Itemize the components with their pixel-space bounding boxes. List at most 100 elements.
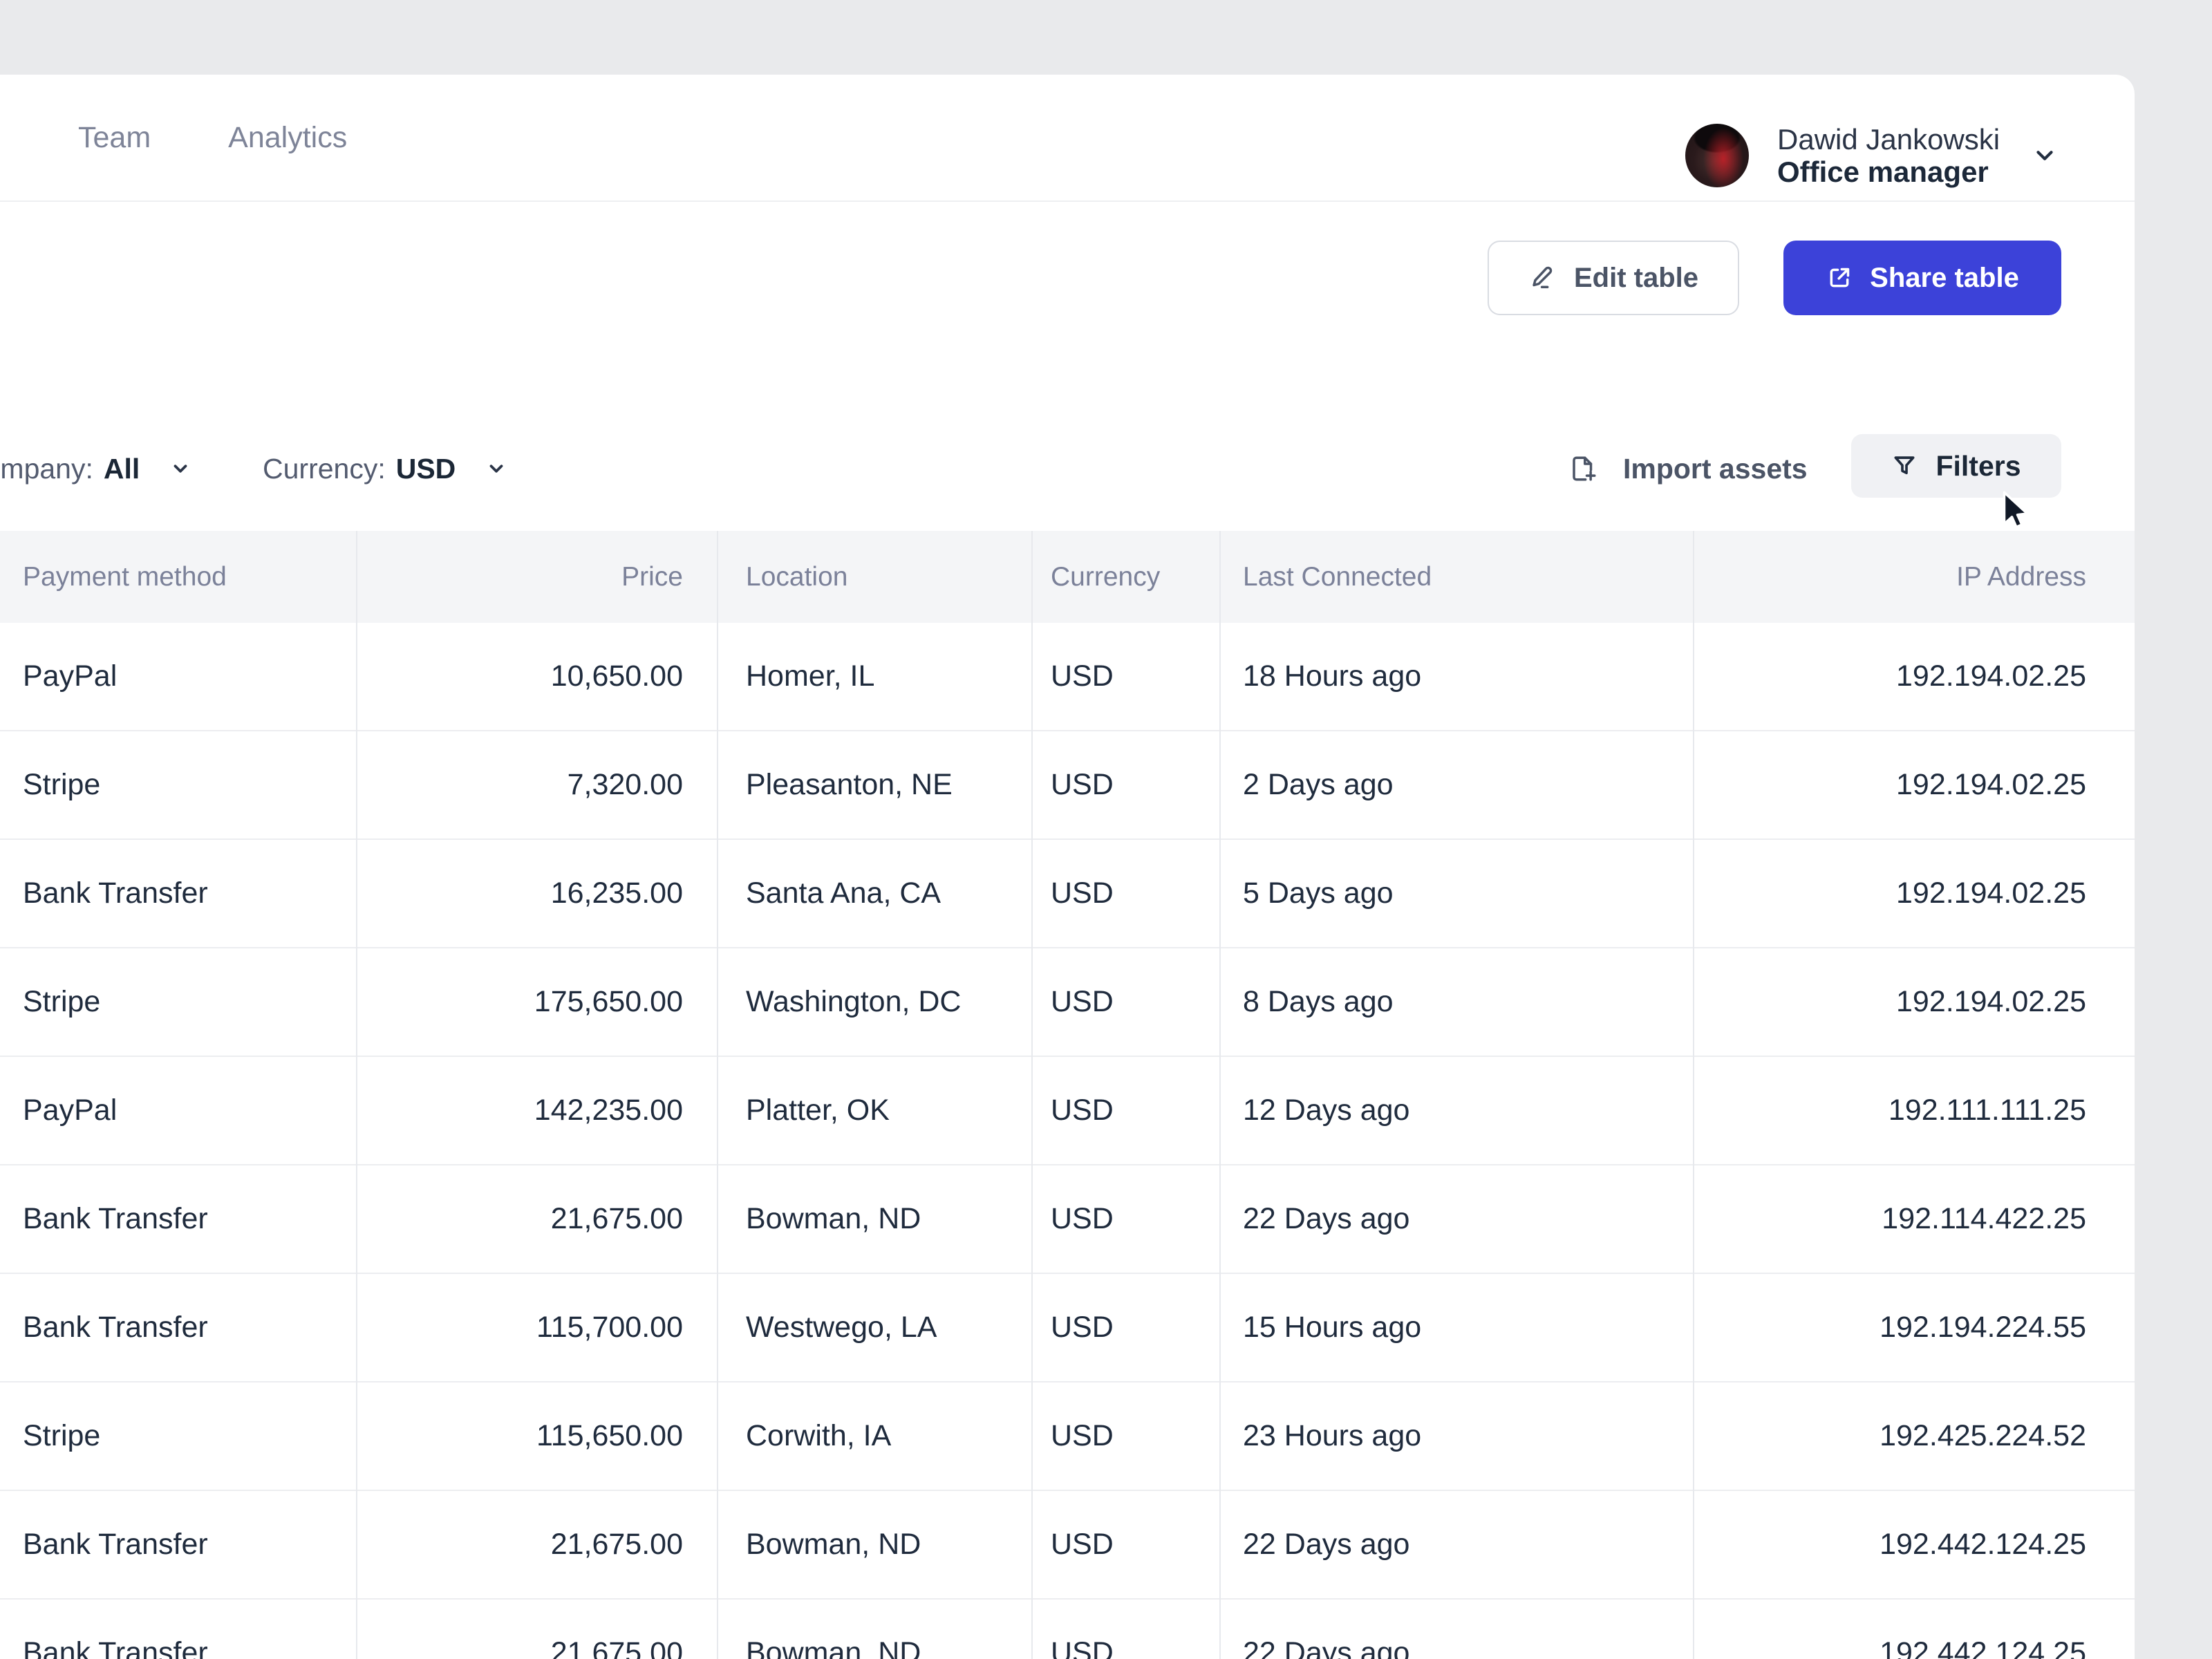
table-row[interactable]: PayPal 142,235.00 Platter, OK USD 12 Days ag… <box>0 1057 2135 1165</box>
table-cell: Homer, IL <box>746 659 875 693</box>
user-text: Dawid Jankowski Office manager <box>1777 123 2000 188</box>
table-cell: Washington, DC <box>746 985 962 1018</box>
table-cell: Pleasanton, NE <box>746 768 953 801</box>
company-filter-label: Company: <box>0 452 93 485</box>
column-header-location: Location <box>746 561 848 592</box>
import-assets-button[interactable]: Import assets <box>1569 437 1808 500</box>
table-cell: 192.194.02.25 <box>1896 877 2086 910</box>
table-cell: 115,650.00 <box>536 1419 683 1452</box>
table-cell: USD <box>1051 1094 1114 1127</box>
filters-button[interactable]: Filters <box>1851 434 2061 498</box>
assets-table: Payment method Price Location Currency L… <box>0 531 2135 1659</box>
import-assets-label: Import assets <box>1623 452 1808 485</box>
filters-label: Filters <box>1936 449 2021 482</box>
table-cell: Bank Transfer <box>23 1311 208 1344</box>
table-header-row: Payment method Price Location Currency L… <box>0 531 2135 623</box>
share-table-label: Share table <box>1870 262 2019 293</box>
table-cell: 22 Days ago <box>1243 1528 1410 1561</box>
table-body: PayPal 10,650.00 Homer, IL USD 18 Hours ago 1… <box>0 623 2135 1659</box>
table-cell: Santa Ana, CA <box>746 877 941 910</box>
table-cell: USD <box>1051 1528 1114 1561</box>
table-cell: USD <box>1051 1636 1114 1659</box>
table-cell: USD <box>1051 659 1114 693</box>
nav-divider <box>0 200 2135 202</box>
table-cell: 18 Hours ago <box>1243 659 1422 693</box>
share-table-button[interactable]: Share table <box>1783 241 2061 315</box>
user-menu[interactable]: Dawid Jankowski Office manager <box>1685 107 2058 204</box>
avatar <box>1685 124 1749 187</box>
table-cell: Bowman, ND <box>746 1528 921 1561</box>
edit-pen-icon <box>1528 263 1557 292</box>
table-cell: USD <box>1051 768 1114 801</box>
table-row[interactable]: Bank Transfer 115,700.00 Westwego, LA USD 15… <box>0 1274 2135 1382</box>
table-cell: USD <box>1051 1419 1114 1452</box>
table-cell: 16,235.00 <box>550 877 683 910</box>
table-cell: 22 Days ago <box>1243 1202 1410 1235</box>
table-cell: 192.194.02.25 <box>1896 768 2086 801</box>
table-cell: USD <box>1051 985 1114 1018</box>
table-cell: Bank Transfer <box>23 1202 208 1235</box>
table-cell: 21,675.00 <box>550 1636 683 1659</box>
table-cell: 2 Days ago <box>1243 768 1394 801</box>
table-cell: Bowman, ND <box>746 1636 921 1659</box>
table-cell: 192.194.224.55 <box>1880 1311 2086 1344</box>
table-cell: 175,650.00 <box>534 985 683 1018</box>
table-cell: 5 Days ago <box>1243 877 1394 910</box>
column-header-last-connected: Last Connected <box>1243 561 1432 592</box>
nav-item-analytics[interactable]: Analytics <box>228 120 348 154</box>
table-cell: 142,235.00 <box>534 1094 683 1127</box>
table-cell: 10,650.00 <box>550 659 683 693</box>
user-name: Dawid Jankowski <box>1777 123 2000 156</box>
table-cell: 192.442.124.25 <box>1880 1528 2086 1561</box>
file-import-icon <box>1569 454 1598 483</box>
top-nav: Team Analytics <box>78 75 347 200</box>
table-row[interactable]: Stripe 115,650.00 Corwith, IA USD 23 Hours a… <box>0 1382 2135 1491</box>
currency-filter-value: USD <box>395 452 456 485</box>
table-cell: 21,675.00 <box>550 1528 683 1561</box>
table-cell: 21,675.00 <box>550 1202 683 1235</box>
table-cell: Stripe <box>23 985 101 1018</box>
currency-filter-dropdown[interactable]: Currency: USD <box>263 437 507 500</box>
table-cell: 7,320.00 <box>567 768 683 801</box>
user-role: Office manager <box>1777 156 1989 188</box>
table-cell: 192.425.224.52 <box>1880 1419 2086 1452</box>
table-cell: Bank Transfer <box>23 1528 208 1561</box>
share-external-link-icon <box>1826 264 1853 292</box>
table-row[interactable]: Stripe 175,650.00 Washington, DC USD 8 Days … <box>0 948 2135 1057</box>
table-cell: 192.111.111.25 <box>1888 1094 2086 1127</box>
table-row[interactable]: Bank Transfer 21,675.00 Bowman, ND USD 22 Da… <box>0 1491 2135 1600</box>
table-cell: Westwego, LA <box>746 1311 937 1344</box>
table-cell: 192.442.124.25 <box>1880 1636 2086 1659</box>
table-cell: 12 Days ago <box>1243 1094 1410 1127</box>
main-card: Team Analytics Dawid Jankowski Office ma… <box>0 75 2135 1659</box>
table-cell: Stripe <box>23 768 101 801</box>
currency-filter-label: Currency: <box>263 452 386 485</box>
table-row[interactable]: Bank Transfer 21,675.00 Bowman, ND USD 22 Da… <box>0 1165 2135 1274</box>
table-row[interactable]: Bank Transfer 21,675.00 Bowman, ND USD 22 Da… <box>0 1600 2135 1659</box>
table-row[interactable]: Stripe 7,320.00 Pleasanton, NE USD 2 Days ag… <box>0 731 2135 840</box>
column-header-payment-method: Payment method <box>23 561 227 592</box>
table-cell: 192.114.422.25 <box>1882 1202 2086 1235</box>
column-header-price: Price <box>621 561 683 592</box>
toolbar: Edit table Share table <box>1488 241 2061 315</box>
table-cell: Bowman, ND <box>746 1202 921 1235</box>
table-cell: 192.194.02.25 <box>1896 659 2086 693</box>
nav-item-team[interactable]: Team <box>78 120 151 154</box>
table-cell: 22 Days ago <box>1243 1636 1410 1659</box>
company-filter-value: All <box>103 452 140 485</box>
chevron-down-icon[interactable] <box>2032 142 2058 169</box>
table-cell: 8 Days ago <box>1243 985 1394 1018</box>
edit-table-button[interactable]: Edit table <box>1488 241 1739 315</box>
mouse-cursor-icon <box>1996 489 2034 532</box>
chevron-down-icon <box>486 458 507 479</box>
table-cell: Bank Transfer <box>23 877 208 910</box>
table-cell: 15 Hours ago <box>1243 1311 1422 1344</box>
table-row[interactable]: PayPal 10,650.00 Homer, IL USD 18 Hours ago 1… <box>0 623 2135 731</box>
table-cell: PayPal <box>23 659 118 693</box>
column-header-currency: Currency <box>1051 561 1161 592</box>
table-cell: Stripe <box>23 1419 101 1452</box>
company-filter-dropdown[interactable]: Company: All <box>0 437 191 500</box>
table-row[interactable]: Bank Transfer 16,235.00 Santa Ana, CA USD 5 … <box>0 840 2135 948</box>
table-cell: USD <box>1051 877 1114 910</box>
table-cell: PayPal <box>23 1094 118 1127</box>
